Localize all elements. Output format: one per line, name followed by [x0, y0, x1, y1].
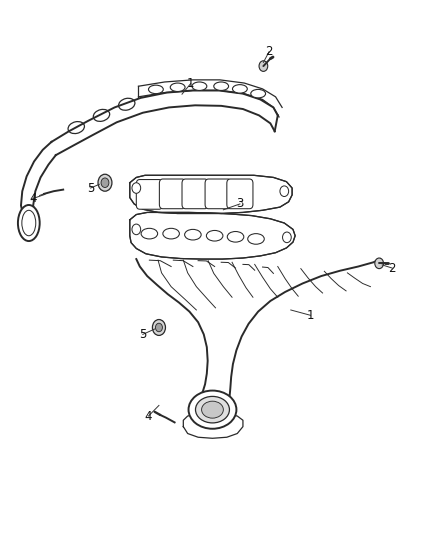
Circle shape: [152, 319, 166, 335]
Ellipse shape: [248, 233, 264, 244]
Circle shape: [132, 224, 141, 235]
Circle shape: [98, 174, 112, 191]
Ellipse shape: [201, 401, 223, 418]
Text: 1: 1: [307, 309, 314, 322]
Circle shape: [155, 323, 162, 332]
FancyBboxPatch shape: [227, 179, 253, 209]
Text: 5: 5: [87, 182, 94, 195]
Text: 1: 1: [187, 77, 194, 90]
Ellipse shape: [192, 82, 207, 91]
Circle shape: [259, 61, 268, 71]
FancyBboxPatch shape: [182, 179, 208, 209]
FancyBboxPatch shape: [205, 179, 231, 209]
Ellipse shape: [251, 90, 265, 98]
Ellipse shape: [185, 229, 201, 240]
Text: 3: 3: [236, 197, 244, 211]
Circle shape: [132, 183, 141, 193]
Circle shape: [280, 186, 289, 197]
Text: 5: 5: [139, 328, 147, 341]
Circle shape: [283, 232, 291, 243]
Ellipse shape: [195, 397, 230, 423]
Text: 2: 2: [265, 45, 273, 58]
Ellipse shape: [141, 228, 158, 239]
Ellipse shape: [148, 85, 163, 94]
Text: 2: 2: [389, 262, 396, 274]
Ellipse shape: [227, 231, 244, 242]
Circle shape: [375, 258, 384, 269]
FancyBboxPatch shape: [159, 179, 185, 209]
Ellipse shape: [170, 83, 185, 92]
FancyBboxPatch shape: [136, 180, 162, 209]
Circle shape: [101, 178, 109, 188]
Ellipse shape: [163, 228, 180, 239]
Ellipse shape: [214, 82, 229, 91]
Ellipse shape: [188, 391, 237, 429]
Text: 4: 4: [145, 409, 152, 423]
Ellipse shape: [18, 205, 40, 241]
Ellipse shape: [233, 85, 247, 93]
Ellipse shape: [206, 230, 223, 241]
Text: 4: 4: [29, 192, 36, 205]
